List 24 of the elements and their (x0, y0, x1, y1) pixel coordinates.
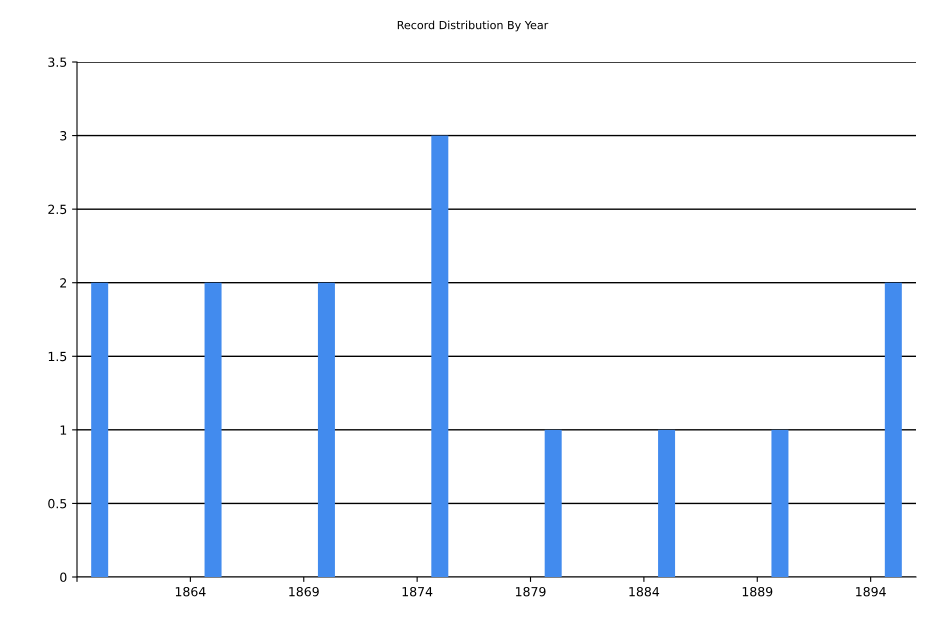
bar (544, 430, 562, 577)
x-tick-label: 1869 (289, 586, 319, 596)
x-tick-label: 1864 (176, 586, 206, 596)
x-tick-label: 1889 (742, 586, 772, 596)
y-tick-label: 3.5 (48, 57, 66, 67)
y-tick-label: 2.5 (48, 204, 66, 214)
y-tick-label: 0 (60, 572, 66, 582)
bar (318, 282, 335, 577)
bar (771, 430, 788, 577)
x-tick-label: 1874 (402, 586, 432, 596)
x-tick-label: 1879 (516, 586, 546, 596)
bar (431, 136, 448, 577)
bar (658, 430, 676, 577)
y-tick-label: 1.5 (48, 352, 66, 362)
y-tick-label: 3 (60, 131, 66, 140)
bar (884, 282, 902, 577)
y-tick-label: 0.5 (48, 498, 66, 508)
bar (91, 282, 108, 577)
y-tick-label: 2 (60, 278, 66, 288)
y-tick-label: 1 (60, 425, 66, 435)
x-tick-label: 1894 (856, 586, 886, 596)
bar (204, 282, 222, 577)
x-tick-label: 1884 (629, 586, 660, 596)
chart-title: Record Distribution By Year (398, 20, 548, 32)
